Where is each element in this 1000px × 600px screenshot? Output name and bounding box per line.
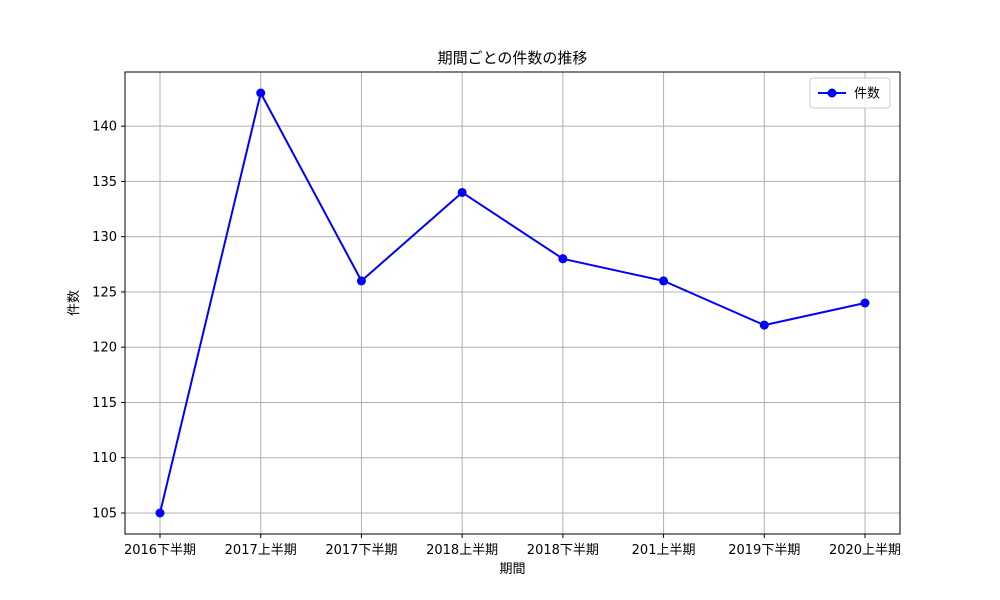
y-tick-label: 135 [92,175,117,190]
y-axis-label: 件数 [67,290,82,316]
y-tick-label: 130 [92,230,117,245]
data-point [558,254,568,264]
series-line [159,92,866,514]
series-layer [155,88,870,518]
y-tick-label: 105 [92,507,117,522]
tick-layer: 2016下半期 2017上半期 2017下半期 2018上半期 2018下半期 201上半… [92,120,901,558]
y-tick-label: 110 [92,451,117,466]
legend-label: 件数 [854,87,880,102]
x-tick-label: 2018上半期 [426,543,498,558]
data-point [256,88,266,98]
x-tick-label: 2017下半期 [325,543,397,558]
x-axis-label: 期間 [499,562,525,577]
x-tick-label: 2017上半期 [225,543,297,558]
legend: 件数 [809,77,891,109]
x-tick-label: 2016下半期 [124,543,196,558]
data-point [659,276,669,286]
x-tick-label: 2019下半期 [728,543,800,558]
x-tick-label: 2020上半期 [829,543,901,558]
grid-layer [125,72,900,534]
y-tick-label: 125 [92,285,117,300]
chart-title: 期間ごとの件数の推移 [438,49,588,67]
plot-area-frame [124,71,901,535]
data-point [356,276,366,286]
y-tick-label: 140 [92,120,117,135]
legend-box [809,77,891,109]
data-point [759,320,769,330]
data-point [457,187,467,197]
x-tick-label: 2018下半期 [527,543,599,558]
y-tick-label: 115 [92,396,117,411]
legend-marker-swatch [827,88,837,98]
y-tick-label: 120 [92,341,117,356]
x-tick-label: 201上半期 [632,543,696,558]
data-point [860,298,870,308]
data-point [155,508,165,518]
